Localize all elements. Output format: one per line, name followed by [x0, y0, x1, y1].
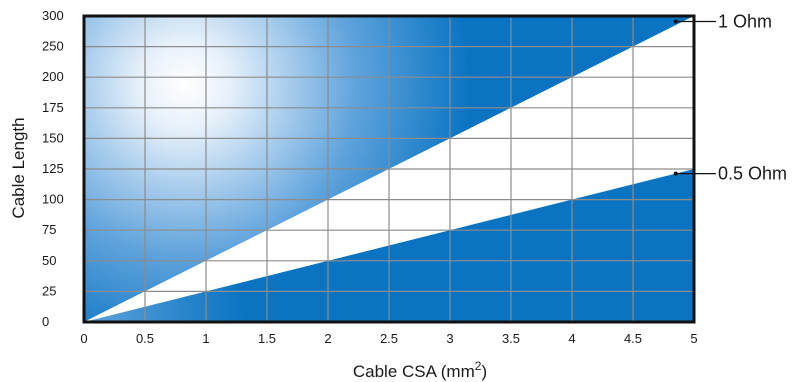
y-tick-label-6: 150	[42, 130, 64, 145]
x-axis-label: Cable CSA (mm2)	[353, 359, 487, 381]
y-tick-label-10: 300	[42, 8, 64, 23]
y-tick-label-2: 50	[42, 253, 56, 268]
y-axis-label: Cable Length	[9, 117, 28, 218]
x-tick-label-10: 5	[690, 331, 697, 346]
y-tick-label-1: 25	[42, 283, 56, 298]
y-tick-label-8: 200	[42, 69, 64, 84]
x-tick-label-3: 1.5	[258, 331, 276, 346]
x-axis-label-main: Cable CSA (mm	[353, 362, 475, 381]
y-tick-label-0: 0	[42, 314, 49, 329]
x-axis-label-suffix: )	[481, 362, 487, 381]
x-tick-label-0: 0	[80, 331, 87, 346]
y-tick-label-3: 75	[42, 222, 56, 237]
x-tick-label-2: 1	[202, 331, 209, 346]
y-tick-labels: 0 25 50 75 100 125 150 175 200 250 300	[42, 8, 64, 329]
x-tick-label-7: 3.5	[502, 331, 520, 346]
x-tick-label-8: 4	[568, 331, 575, 346]
y-tick-label-5: 125	[42, 161, 64, 176]
x-tick-label-5: 2.5	[380, 331, 398, 346]
y-tick-label-9: 250	[42, 39, 64, 54]
x-tick-label-9: 4.5	[624, 331, 642, 346]
plot-frame	[82, 14, 696, 324]
x-tick-labels: 0 0.5 1 1.5 2 2.5 3 3.5 4 4.5 5	[80, 331, 697, 346]
x-tick-label-6: 3	[446, 331, 453, 346]
x-tick-label-1: 0.5	[136, 331, 154, 346]
x-tick-label-4: 2	[324, 331, 331, 346]
series-label-1: 0.5 Ohm	[718, 164, 787, 184]
series-label-0: 1 Ohm	[718, 12, 772, 32]
y-tick-label-7: 175	[42, 100, 64, 115]
y-tick-label-4: 100	[42, 192, 64, 207]
x-axis-label-superscript: 2	[475, 359, 482, 373]
plot-area	[82, 14, 696, 324]
series-annotations: 1 Ohm 0.5 Ohm	[673, 12, 787, 184]
